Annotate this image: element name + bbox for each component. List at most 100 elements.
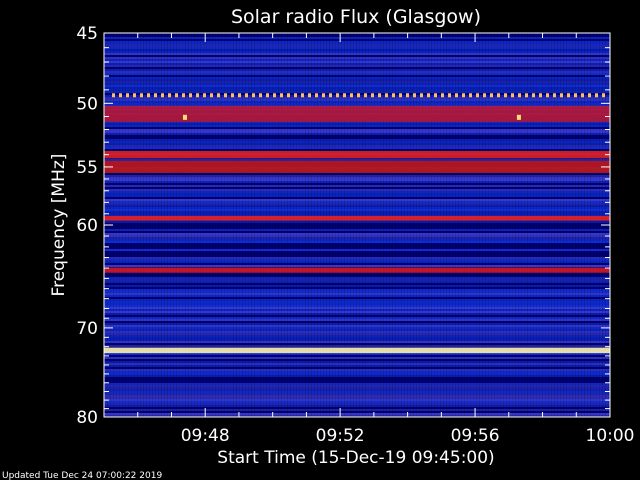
- texture-row: [104, 415, 610, 417]
- texture-column: [227, 33, 228, 417]
- texture-column: [473, 33, 474, 417]
- texture-column: [236, 33, 237, 417]
- y-tick-label: 55: [76, 158, 98, 178]
- band-dot: [399, 93, 402, 98]
- texture-column: [200, 33, 201, 417]
- axes: 09:48 09:52 09:56 10:00 45 50 55 60 70 80: [76, 24, 634, 446]
- texture-column: [356, 33, 357, 417]
- texture-row: [104, 71, 610, 73]
- texture-column: [302, 33, 303, 417]
- texture-row: [104, 323, 610, 325]
- texture-column: [128, 33, 129, 417]
- texture-column: [377, 33, 378, 417]
- texture-column: [359, 33, 360, 417]
- texture-column: [155, 33, 156, 417]
- texture-row: [104, 205, 610, 207]
- texture-row: [104, 237, 610, 239]
- texture-column: [587, 33, 588, 417]
- texture-row: [104, 175, 610, 177]
- texture-row: [104, 313, 610, 315]
- texture-row: [104, 279, 610, 281]
- footer-updated: Updated Tue Dec 24 07:00:22 2019: [2, 471, 162, 480]
- texture-column: [365, 33, 366, 417]
- texture-row: [104, 359, 610, 361]
- y-tick-label: 45: [76, 24, 98, 44]
- texture-row: [104, 243, 610, 245]
- band-dot: [210, 93, 213, 98]
- texture-row: [104, 67, 610, 69]
- texture-column: [143, 33, 144, 417]
- texture-row: [104, 301, 610, 303]
- texture-row: [104, 399, 610, 401]
- texture-row: [104, 299, 610, 301]
- band-dot: [406, 93, 409, 98]
- texture-column: [116, 33, 117, 417]
- texture-row: [104, 397, 610, 399]
- band-dot: [203, 93, 206, 98]
- texture-row: [104, 211, 610, 213]
- texture-column: [599, 33, 600, 417]
- texture-row: [104, 49, 610, 51]
- texture-row: [104, 213, 610, 215]
- texture-row: [104, 193, 610, 195]
- texture-column: [527, 33, 528, 417]
- band-54: [104, 150, 610, 159]
- texture-column: [539, 33, 540, 417]
- texture-column: [278, 33, 279, 417]
- band-dot: [245, 93, 248, 98]
- band-dot: [112, 93, 115, 98]
- texture-column: [560, 33, 561, 417]
- texture-row: [104, 133, 610, 135]
- texture-row: [104, 329, 610, 331]
- texture-column: [296, 33, 297, 417]
- texture-column: [464, 33, 465, 417]
- texture-row: [104, 59, 610, 61]
- texture-row: [104, 215, 610, 217]
- texture-column: [182, 33, 183, 417]
- texture-row: [104, 227, 610, 229]
- texture-column: [506, 33, 507, 417]
- texture-column: [413, 33, 414, 417]
- texture-row: [104, 289, 610, 291]
- texture-column: [470, 33, 471, 417]
- band-dot: [252, 93, 255, 98]
- texture-row: [104, 303, 610, 305]
- texture-column: [557, 33, 558, 417]
- texture-row: [104, 143, 610, 145]
- band-dot: [469, 93, 472, 98]
- texture-column: [161, 33, 162, 417]
- texture-row: [104, 149, 610, 151]
- band-dot: [497, 93, 500, 98]
- texture-row: [104, 223, 610, 225]
- texture-column: [314, 33, 315, 417]
- texture-row: [104, 369, 610, 371]
- band-dot: [588, 93, 591, 98]
- texture-column: [554, 33, 555, 417]
- texture-column: [230, 33, 231, 417]
- band-59.4: [104, 216, 610, 221]
- band-dot: [196, 93, 199, 98]
- texture-column: [521, 33, 522, 417]
- texture-row: [104, 209, 610, 211]
- texture-column: [194, 33, 195, 417]
- texture-column: [437, 33, 438, 417]
- texture-row: [104, 281, 610, 283]
- texture-column: [239, 33, 240, 417]
- band-dot: [140, 93, 143, 98]
- texture-column: [479, 33, 480, 417]
- texture-row: [104, 377, 610, 379]
- texture-row: [104, 159, 610, 161]
- texture-row: [104, 311, 610, 313]
- texture-row: [104, 403, 610, 405]
- texture-row: [104, 259, 610, 261]
- texture-column: [542, 33, 543, 417]
- texture-row: [104, 321, 610, 323]
- texture-row: [104, 293, 610, 295]
- texture-column: [578, 33, 579, 417]
- band-dot: [455, 93, 458, 98]
- texture-column: [380, 33, 381, 417]
- band-dot: [322, 93, 325, 98]
- band-dot: [329, 93, 332, 98]
- texture-column: [593, 33, 594, 417]
- texture-column: [341, 33, 342, 417]
